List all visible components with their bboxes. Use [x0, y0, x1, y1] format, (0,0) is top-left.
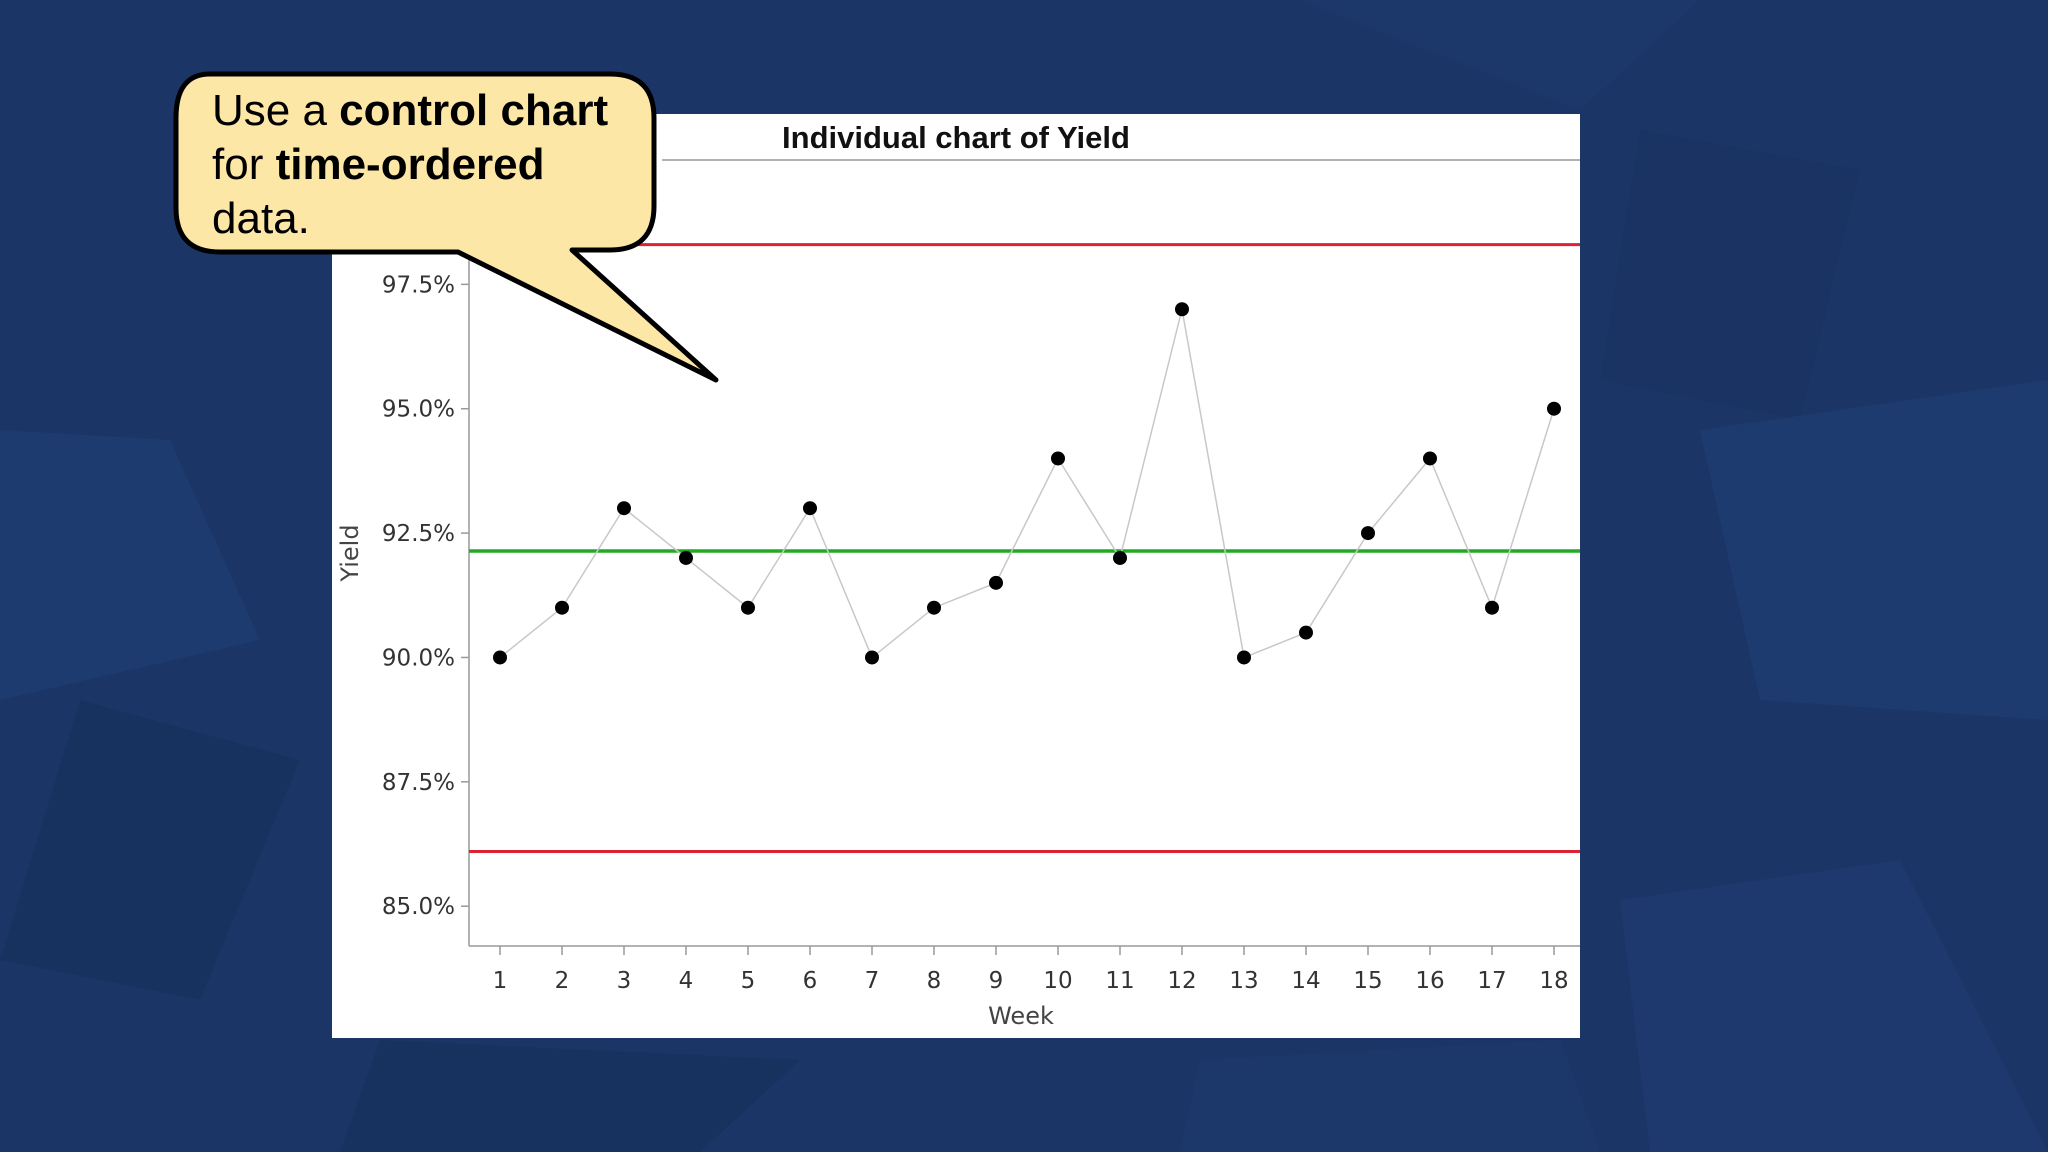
- x-tick-label: 6: [803, 968, 818, 994]
- data-point: [741, 600, 755, 615]
- x-tick-label: 7: [865, 968, 880, 994]
- callout-text-part: for: [212, 140, 276, 189]
- data-point: [555, 600, 569, 615]
- data-point: [1299, 625, 1313, 640]
- x-tick-label: 4: [679, 968, 694, 994]
- x-tick-label: 15: [1353, 968, 1382, 994]
- x-tick-label: 2: [555, 968, 570, 994]
- x-tick-label: 11: [1105, 968, 1134, 994]
- callout-text-bold: control chart: [339, 86, 609, 135]
- data-point: [989, 575, 1003, 590]
- x-tick-label: 18: [1539, 968, 1568, 994]
- y-tick-label: 97.5%: [382, 272, 455, 298]
- data-point: [1051, 451, 1065, 466]
- callout-shape: [173, 71, 719, 383]
- callout-text: Use a control chart for time-ordered dat…: [212, 84, 652, 246]
- callout-text-part: Use a: [212, 86, 340, 135]
- x-tick-label: 10: [1043, 968, 1072, 994]
- x-tick-label: 1: [493, 968, 508, 994]
- data-point: [1113, 550, 1127, 565]
- data-point: [1485, 600, 1499, 615]
- y-tick-label: 85.0%: [382, 894, 455, 920]
- x-axis-label: Week: [988, 1002, 1054, 1030]
- data-point: [1423, 451, 1437, 466]
- y-tick-label: 92.5%: [382, 521, 455, 547]
- y-axis-label: Yield: [336, 524, 364, 582]
- x-tick-label: 14: [1291, 968, 1320, 994]
- x-tick-label: 17: [1477, 968, 1506, 994]
- x-tick-label: 9: [989, 968, 1004, 994]
- x-tick-label: 8: [927, 968, 942, 994]
- data-point: [1547, 401, 1561, 416]
- chart-title: Individual chart of Yield: [782, 120, 1130, 155]
- x-tick-label: 13: [1229, 968, 1258, 994]
- x-tick-label: 5: [741, 968, 756, 994]
- callout-text-bold: time-ordered: [275, 140, 545, 189]
- x-tick-label: 12: [1167, 968, 1196, 994]
- data-point: [617, 501, 631, 516]
- x-tick-label: 16: [1415, 968, 1444, 994]
- control-chart: Individual chart of Yield 85.0% 87.5% 90.0…: [336, 120, 1580, 1030]
- data-point: [493, 650, 507, 665]
- data-point: [679, 550, 693, 565]
- callout-text-part: data.: [212, 194, 310, 243]
- x-tick-label: 3: [617, 968, 632, 994]
- data-point: [1175, 302, 1189, 317]
- data-point: [803, 501, 817, 516]
- y-tick-label: 87.5%: [382, 770, 455, 796]
- data-point: [865, 650, 879, 665]
- data-point: [927, 600, 941, 615]
- data-point: [1237, 650, 1251, 665]
- series-line: [499, 309, 1555, 659]
- data-point: [1361, 526, 1375, 541]
- y-tick-label: 90.0%: [382, 645, 455, 671]
- y-tick-label: 95.0%: [382, 397, 455, 423]
